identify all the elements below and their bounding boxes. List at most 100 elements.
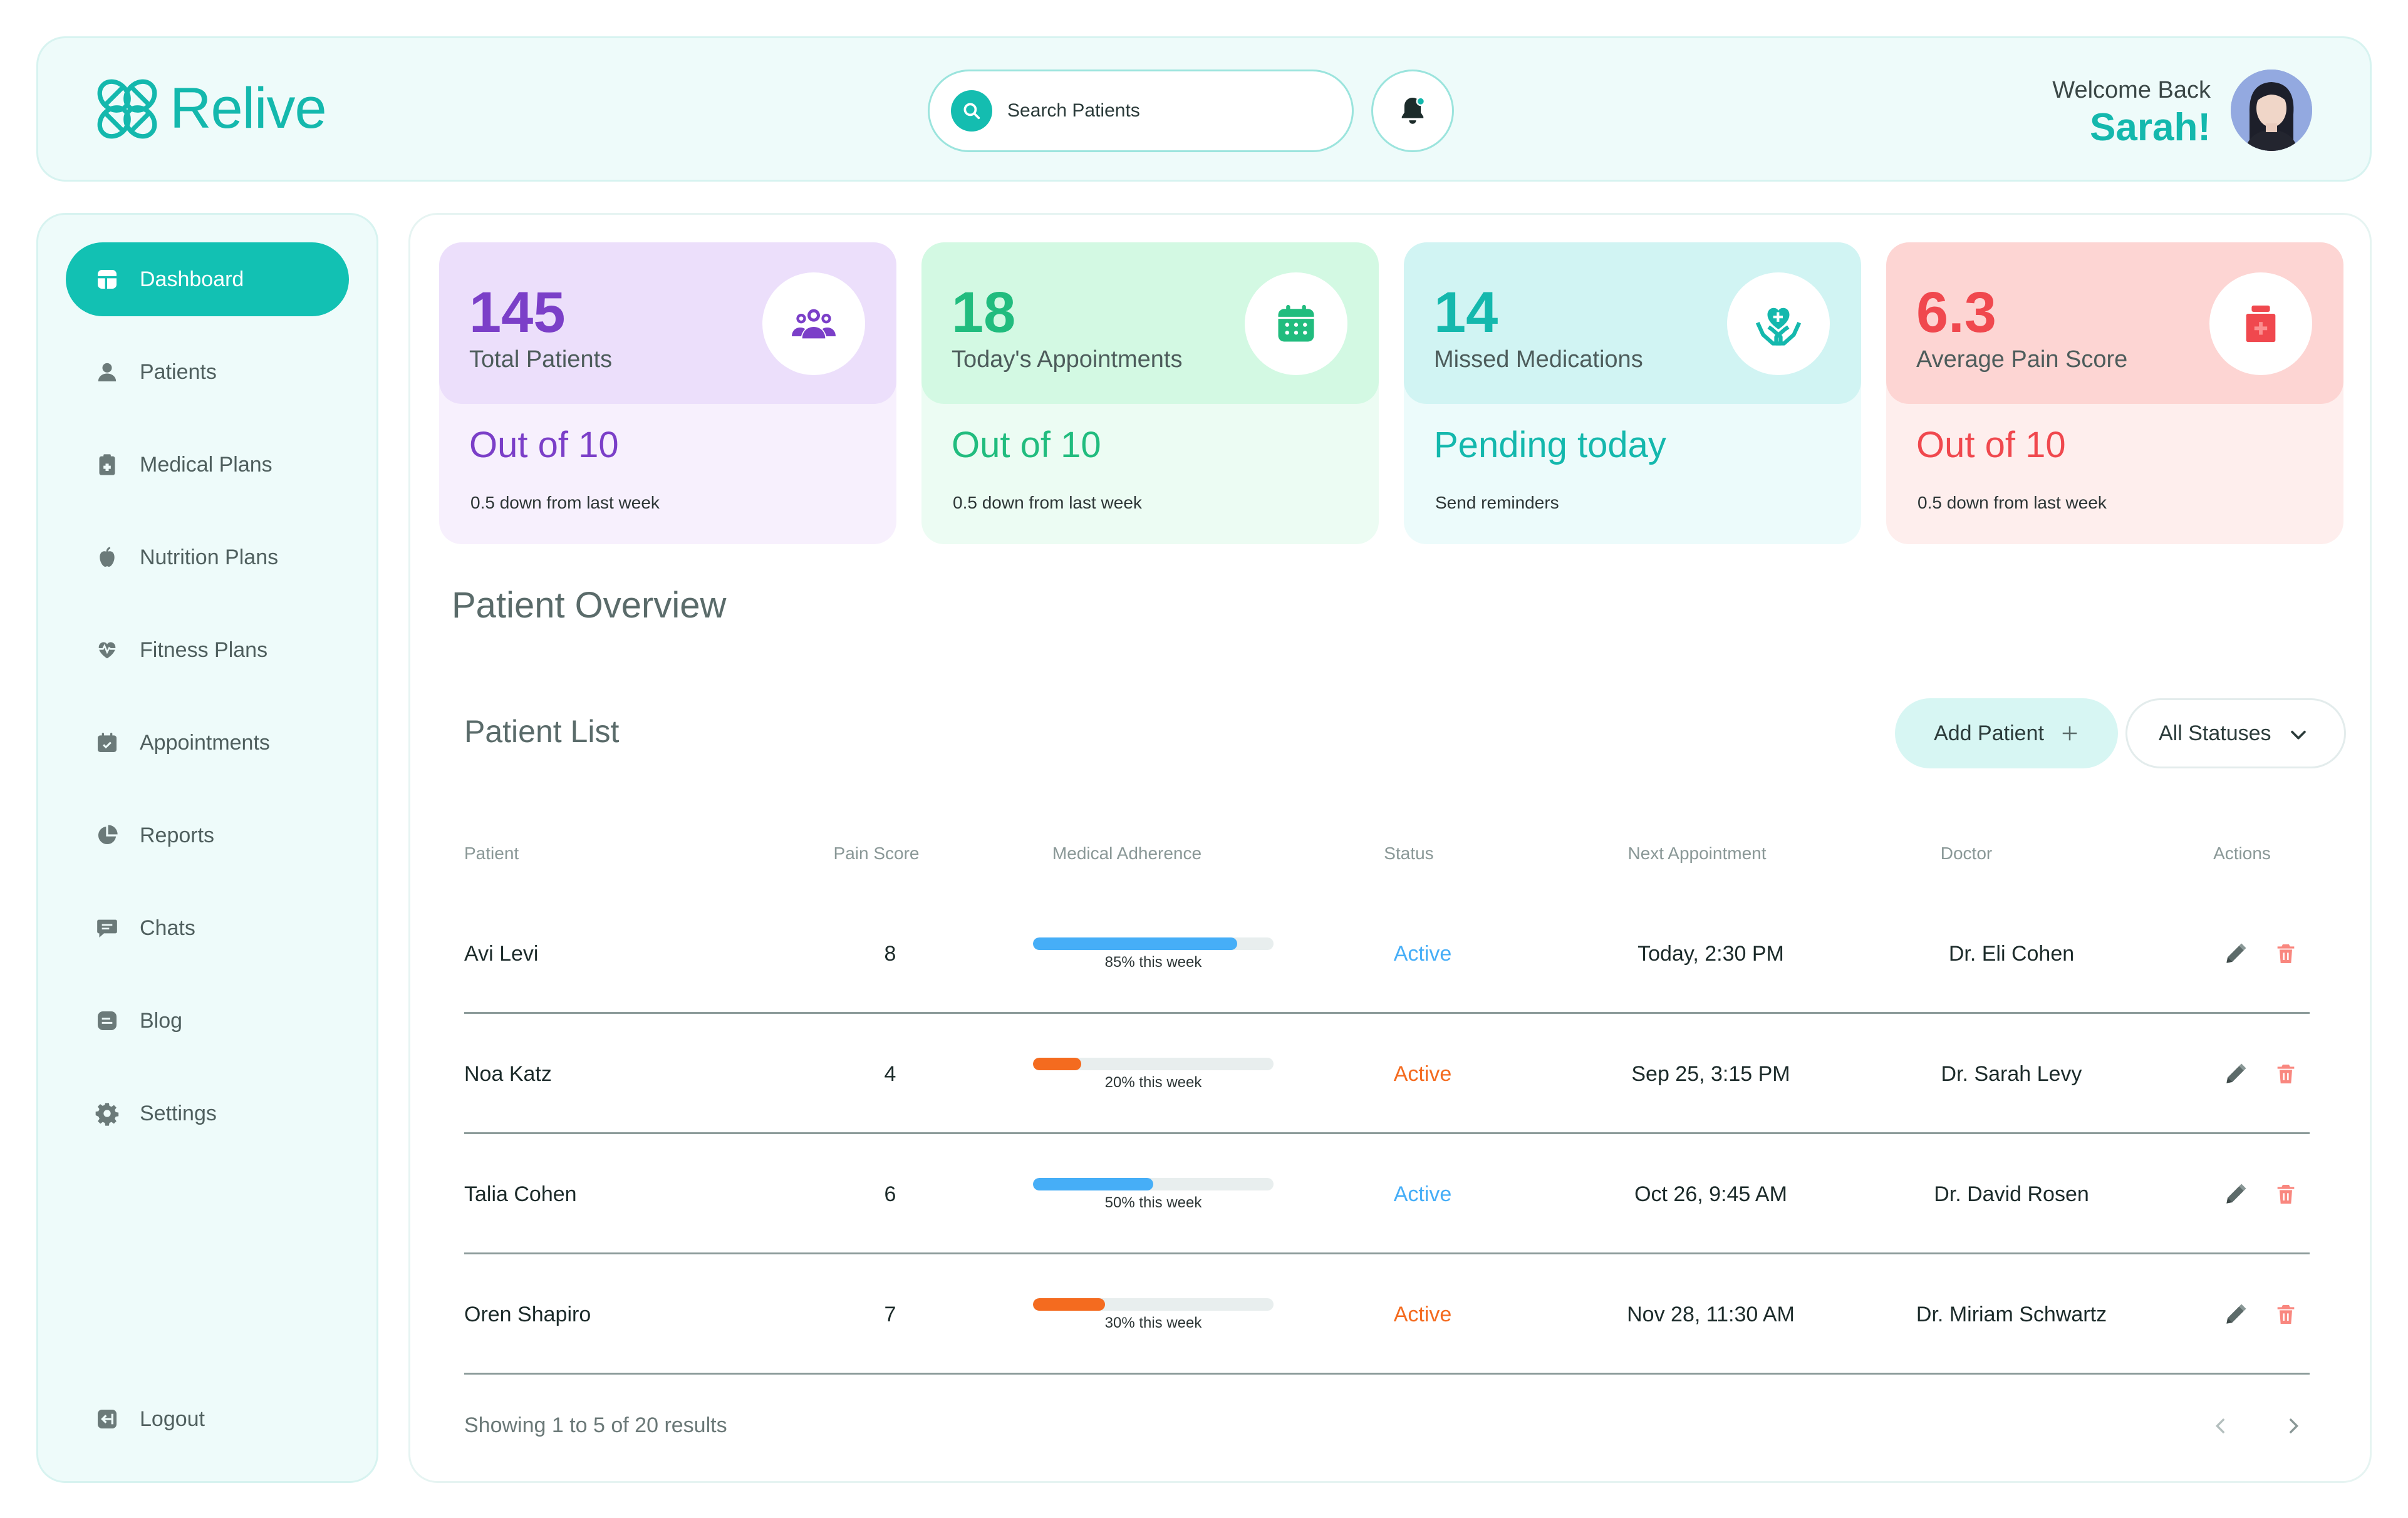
row-divider [464, 1012, 2310, 1014]
next-page-button[interactable] [2278, 1411, 2308, 1441]
sidebar-item-fitness-plans[interactable]: Fitness Plans [66, 613, 349, 687]
sidebar-item-reports[interactable]: Reports [66, 798, 349, 872]
pencil-icon [2226, 1184, 2246, 1204]
patient-list-title: Patient List [464, 714, 620, 749]
brand-logo[interactable]: Relive [95, 76, 327, 142]
sidebar-item-settings[interactable]: Settings [66, 1077, 349, 1150]
edit-button[interactable] [2222, 894, 2250, 1014]
logout-button[interactable]: Logout [66, 1382, 349, 1456]
pencil-icon [2226, 1304, 2246, 1324]
column-header-medical-adherence: Medical Adherence [1052, 844, 1202, 863]
sidebar-item-label: Patients [140, 359, 217, 384]
sidebar-item-label: Reports [140, 823, 215, 847]
sidebar-item-appointments[interactable]: Appointments [66, 706, 349, 780]
sidebar-item-patients[interactable]: Patients [66, 335, 349, 409]
stat-card-missed-medications[interactable]: 14 Missed Medications Pending today Send… [1404, 242, 1861, 544]
patient-name[interactable]: Avi Levi [464, 941, 539, 966]
adherence-track [1033, 1298, 1274, 1311]
blog-icon [93, 1007, 121, 1035]
heartbeat-icon [93, 636, 121, 664]
sidebar-item-chats[interactable]: Chats [66, 891, 349, 965]
next-appointment: Oct 26, 9:45 AM [1634, 1182, 1787, 1206]
dashboard-icon [93, 266, 121, 293]
stat-card-total-patients[interactable]: 145 Total Patients Out of 10 0.5 down fr… [439, 242, 896, 544]
delete-button[interactable] [2273, 1014, 2298, 1134]
calendar-icon [1245, 272, 1347, 375]
doctor-name: Dr. Eli Cohen [1948, 941, 2075, 966]
section-title-overview: Patient Overview [452, 585, 727, 626]
pain-score: 7 [884, 1302, 896, 1326]
hand-heart-icon [1727, 272, 1830, 375]
user-name: Sarah! [2090, 106, 2211, 149]
avatar[interactable] [2231, 70, 2312, 151]
adherence-label: 30% this week [1104, 1314, 1202, 1331]
welcome-block: Welcome Back Sarah! [2052, 77, 2211, 150]
welcome-text: Welcome Back [2052, 77, 2211, 103]
sidebar-item-nutrition-plans[interactable]: Nutrition Plans [66, 520, 349, 594]
stat-card-appointments[interactable]: 18 Today's Appointments Out of 10 0.5 do… [921, 242, 1379, 544]
column-header-next-appointment: Next Appointment [1627, 844, 1767, 863]
user-icon [93, 358, 121, 386]
stat-sub: Out of 10 [469, 425, 619, 465]
adherence-fill [1033, 1298, 1106, 1311]
column-header-patient: Patient [464, 844, 519, 863]
column-header-pain-score: Pain Score [833, 844, 920, 863]
sidebar-item-blog[interactable]: Blog [66, 984, 349, 1058]
top-header: Relive Welcome Back Sarah! [36, 36, 2372, 182]
chevron-down-icon [2288, 724, 2309, 751]
relive-logo-icon [97, 79, 157, 138]
edit-button[interactable] [2222, 1254, 2250, 1375]
apple-icon [93, 544, 121, 571]
table-row[interactable]: Noa Katz 4 20% this week Active Sep 25, … [464, 1014, 2310, 1134]
sidebar-item-label: Appointments [140, 730, 270, 755]
next-appointment: Today, 2:30 PM [1637, 941, 1784, 966]
medicine-jar-icon [2209, 272, 2312, 375]
next-appointment: Sep 25, 3:15 PM [1631, 1061, 1790, 1086]
add-patient-button[interactable]: Add Patient [1895, 698, 2118, 768]
sidebar-item-label: Settings [140, 1101, 217, 1125]
adherence-track [1033, 937, 1274, 950]
search-icon[interactable] [951, 90, 992, 132]
chevron-right-icon [2290, 1418, 2299, 1433]
plus-icon [2060, 724, 2079, 743]
adherence-progress: 30% this week [1033, 1298, 1274, 1332]
table-row[interactable]: Avi Levi 8 85% this week Active Today, 2… [464, 894, 2310, 1014]
patient-name[interactable]: Oren Shapiro [464, 1302, 591, 1326]
sidebar-item-medical-plans[interactable]: Medical Plans [66, 428, 349, 502]
status-filter-dropdown[interactable]: All Statuses [2125, 698, 2346, 768]
edit-button[interactable] [2222, 1134, 2250, 1254]
status-badge: Active [1393, 1061, 1452, 1086]
search-bar[interactable] [928, 70, 1354, 152]
sidebar-item-label: Fitness Plans [140, 638, 268, 662]
stat-card-pain-score[interactable]: 6.3 Average Pain Score Out of 10 0.5 dow… [1886, 242, 2343, 544]
pie-chart-icon [93, 822, 121, 849]
patient-name[interactable]: Noa Katz [464, 1061, 552, 1086]
patient-name[interactable]: Talia Cohen [464, 1182, 577, 1206]
delete-button[interactable] [2273, 1134, 2298, 1254]
stat-note: 0.5 down from last week [470, 493, 660, 512]
stat-note: 0.5 down from last week [953, 493, 1142, 512]
notification-button[interactable] [1371, 70, 1454, 152]
stat-note: Send reminders [1435, 493, 1559, 512]
column-header-doctor: Doctor [1940, 844, 1993, 863]
doctor-name: Dr. Sarah Levy [1941, 1061, 2082, 1086]
row-divider [464, 1252, 2310, 1254]
status-badge: Active [1393, 1182, 1452, 1206]
trash-icon [2277, 1185, 2295, 1204]
table-row[interactable]: Oren Shapiro 7 30% this week Active Nov … [464, 1254, 2310, 1375]
pencil-icon [2226, 1063, 2246, 1083]
stat-value: 14 [1434, 281, 1498, 344]
prev-page-button[interactable] [2206, 1411, 2236, 1441]
stat-sub: Pending today [1434, 425, 1666, 465]
search-input[interactable] [1007, 100, 1333, 121]
edit-button[interactable] [2222, 1014, 2250, 1134]
table-row[interactable]: Talia Cohen 6 50% this week Active Oct 2… [464, 1134, 2310, 1254]
trash-icon [2277, 1065, 2295, 1083]
adherence-fill [1033, 1058, 1081, 1070]
sidebar-item-dashboard[interactable]: Dashboard [66, 242, 349, 316]
delete-button[interactable] [2273, 894, 2298, 1014]
chat-icon [93, 914, 121, 942]
delete-button[interactable] [2273, 1254, 2298, 1375]
users-icon [762, 272, 865, 375]
sidebar-item-label: Chats [140, 916, 195, 940]
